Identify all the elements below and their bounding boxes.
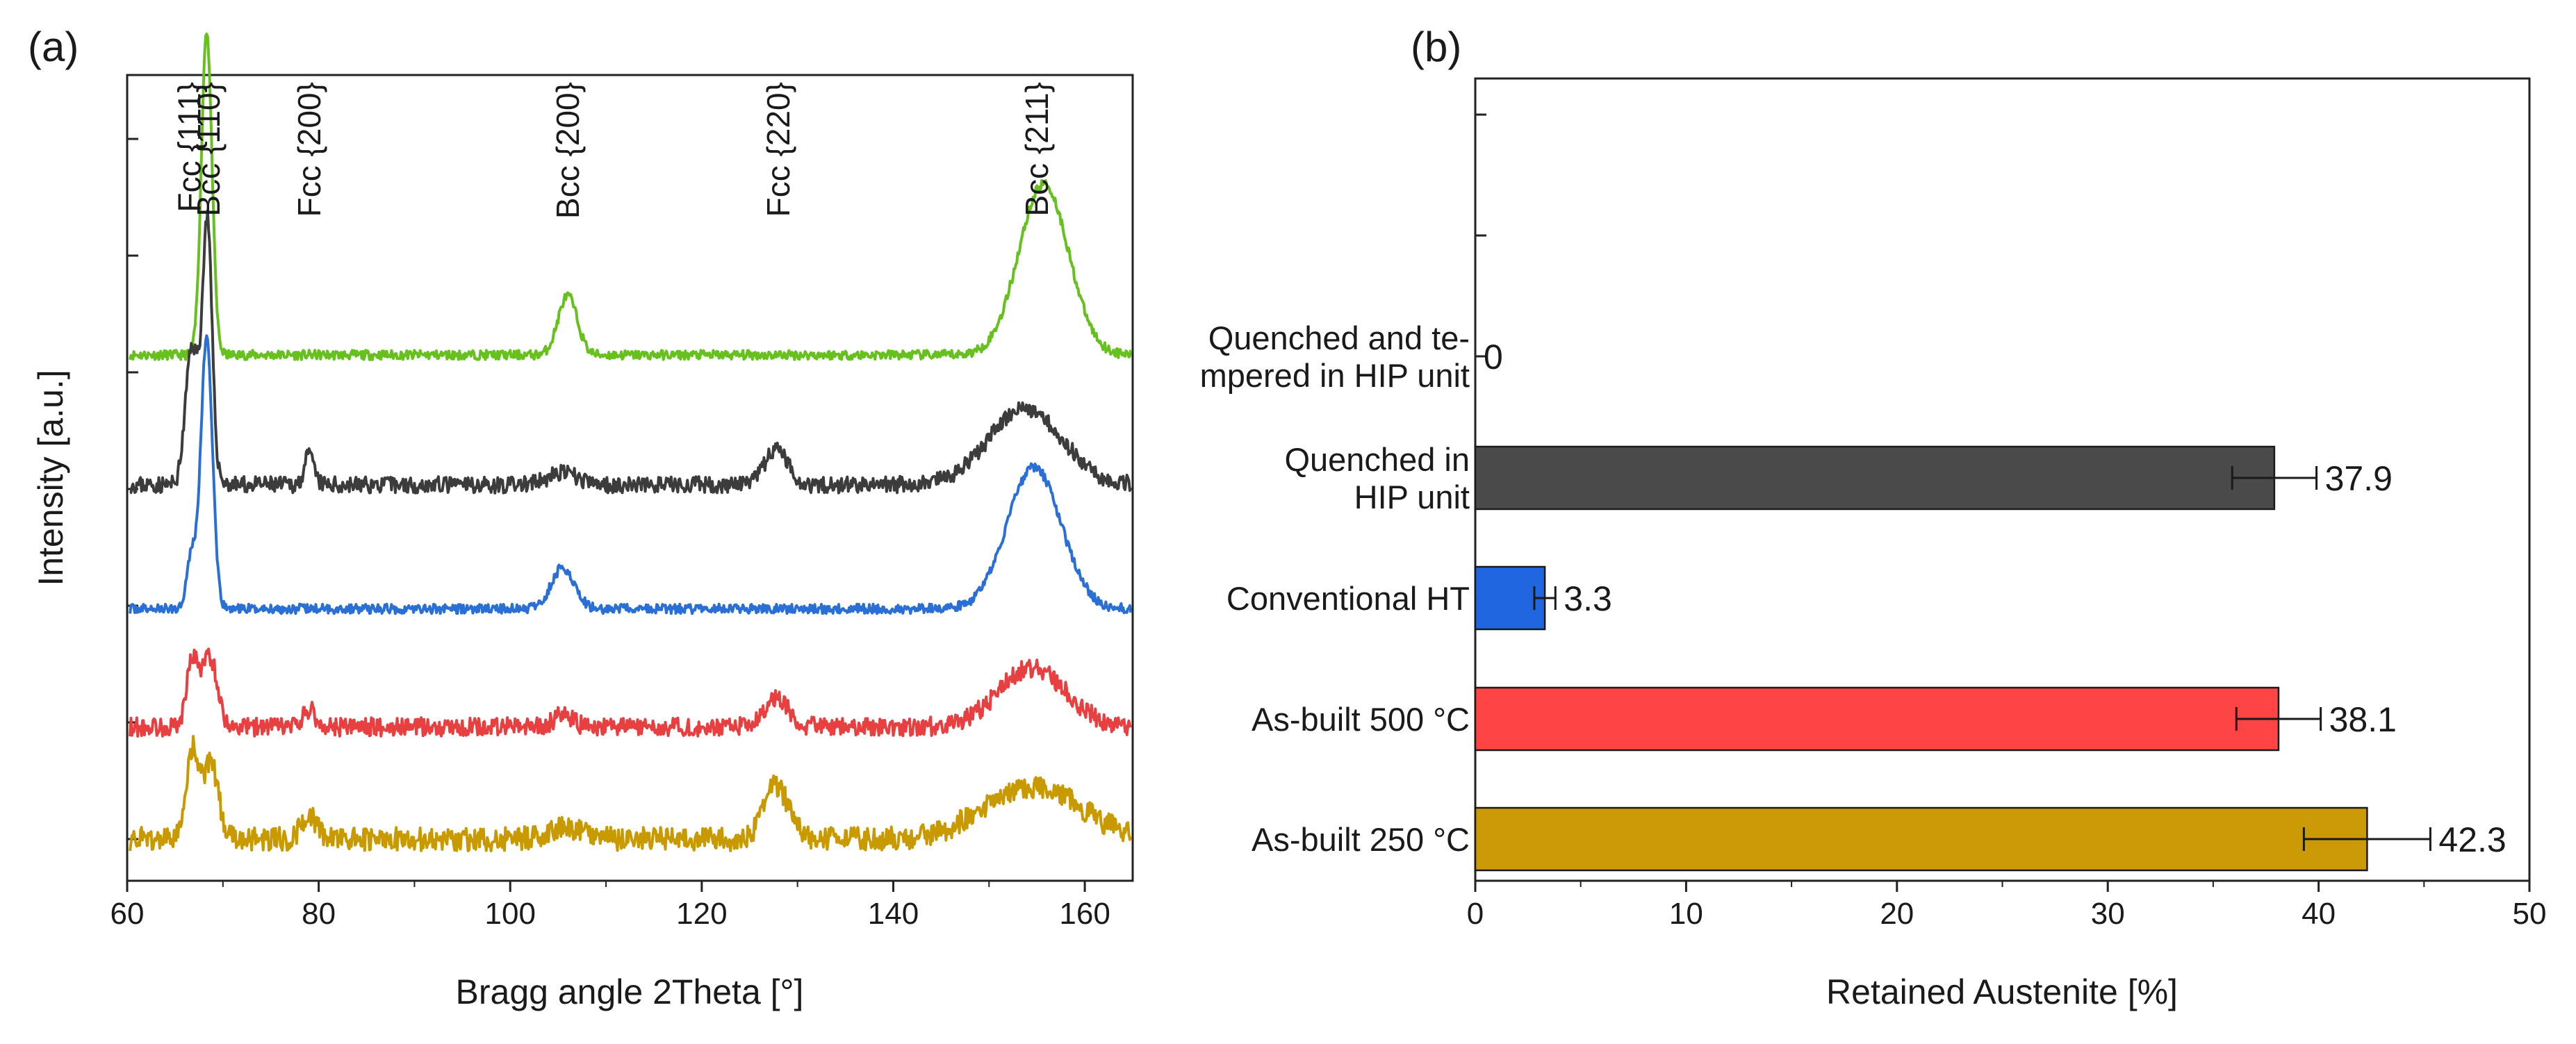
xrd-series-group: Quenched and tempered in HIP unitQuenche… xyxy=(129,32,1133,852)
bar-value-label: 0 xyxy=(1484,338,1503,376)
bar-category-label: Quenched and te- xyxy=(1208,320,1470,356)
bar-category-label: As-built 500 °C xyxy=(1252,701,1470,738)
xrd-x-axis-title: Bragg angle 2Theta [°] xyxy=(456,972,804,1011)
bar-x-tick-label: 20 xyxy=(1880,897,1914,931)
xrd-peak-labels: Fcc {111}Bcc {110} Fcc {200} Bcc {200} Fcc … xyxy=(172,82,1056,219)
xrd-peak-label: Bcc {110} xyxy=(190,82,227,217)
bar xyxy=(1474,565,1546,631)
bar-value-label: 38.1 xyxy=(2329,700,2397,739)
xrd-x-tick-label: 80 xyxy=(302,897,336,931)
bar xyxy=(1474,445,2276,511)
xrd-panel: (a) 60 80 100 120 140 160 Quenched and temper… xyxy=(28,24,1134,1011)
bar-category-labels: Quenched and te-mpered in HIP unit Quench… xyxy=(1200,320,1470,858)
bar-x-ticks: 0 10 20 30 40 50 xyxy=(1467,881,2547,931)
bar-x-tick-label: 30 xyxy=(2091,897,2125,931)
bar-category-label: mpered in HIP unit xyxy=(1200,357,1470,394)
bar-value-label: 37.9 xyxy=(2325,459,2393,498)
xrd-peak-label: Fcc {200} xyxy=(291,82,327,217)
bar-category-label: Quenched in xyxy=(1284,441,1470,478)
bar-value-label: 3.3 xyxy=(1564,579,1612,618)
bar-value-label: 42.3 xyxy=(2438,820,2506,859)
xrd-x-tick-label: 140 xyxy=(868,897,919,931)
bar-category-label: HIP unit xyxy=(1354,479,1470,515)
retained-austenite-panel: (b) 0 10 20 30 40 50 0 37.9 3.3 38.1 42.3 Quenche… xyxy=(1200,24,2547,1011)
panel-a-label: (a) xyxy=(28,24,79,70)
bar-x-tick-label: 50 xyxy=(2513,897,2547,931)
bar-x-tick-label: 0 xyxy=(1467,897,1484,931)
bar-x-tick-label: 40 xyxy=(2302,897,2336,931)
xrd-x-tick-label: 160 xyxy=(1059,897,1110,931)
xrd-peak-label: Bcc {200} xyxy=(550,82,586,219)
xrd-x-tick-label: 100 xyxy=(485,897,536,931)
xrd-series-line: As-built 250 °C xyxy=(129,735,1133,852)
xrd-series-line: As-built 500 °C xyxy=(129,647,1132,738)
bar-group: 0 37.9 3.3 38.1 42.3 xyxy=(1474,338,2507,872)
xrd-series-line: Conventional HT xyxy=(129,334,1133,615)
xrd-series-line: Quenched and tempered in HIP unit xyxy=(129,32,1133,361)
xrd-y-axis-title: Intensity [a.u.] xyxy=(31,370,70,586)
bar xyxy=(1474,686,2280,752)
panel-b-label: (b) xyxy=(1411,24,1461,70)
xrd-x-tick-label: 120 xyxy=(676,897,727,931)
xrd-x-tick-label: 60 xyxy=(110,897,145,931)
xrd-plot-frame xyxy=(126,74,1134,882)
xrd-x-ticks: 60 80 100 120 140 160 xyxy=(110,881,1110,931)
bar-x-axis-title: Retained Austenite [%] xyxy=(1826,972,2178,1011)
bar-category-label: Conventional HT xyxy=(1227,580,1470,617)
xrd-peak-label: Fcc {111} xyxy=(172,82,208,213)
bar-x-tick-label: 10 xyxy=(1669,897,1703,931)
xrd-peak-label: Bcc {211} xyxy=(1019,82,1055,217)
xrd-series-line: Quenched in HIP unit xyxy=(129,209,1133,495)
xrd-peak-label: Fcc {220} xyxy=(760,82,796,217)
bar-category-label: As-built 250 °C xyxy=(1252,821,1470,858)
bar xyxy=(1474,806,2368,872)
